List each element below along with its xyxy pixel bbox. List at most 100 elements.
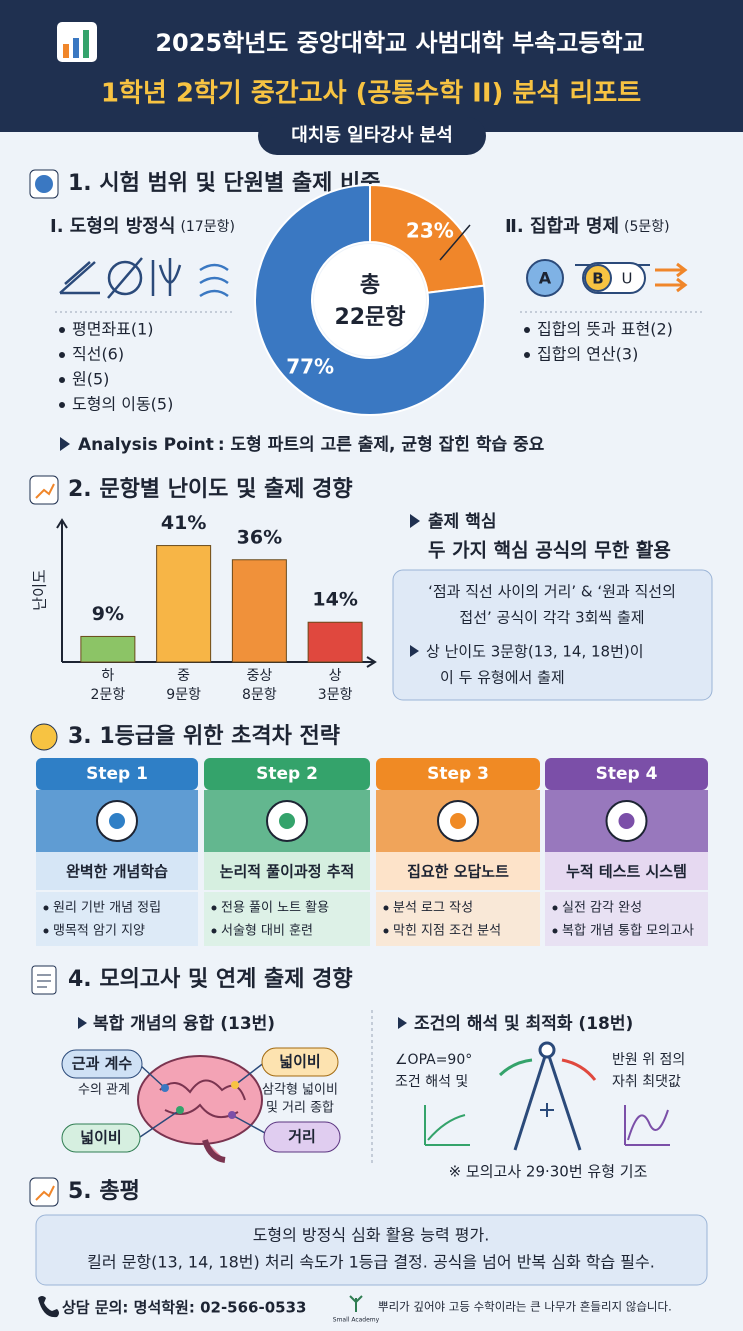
- step-title-band: [376, 852, 540, 890]
- bullet: [383, 905, 389, 911]
- unit-title-text: Ⅱ. 집합과 명제: [505, 215, 619, 237]
- arrow-marker: [78, 1017, 87, 1029]
- list-item: 직선(6): [72, 345, 124, 364]
- step-icon: [618, 813, 635, 829]
- step-label: Step 2: [256, 764, 318, 784]
- condition-note: 자취 최댓값: [612, 1074, 681, 1090]
- bullet: [524, 352, 530, 358]
- unit-title: Ⅰ. 도형의 방정식 (17문항): [50, 216, 235, 237]
- step-title: 완벽한 개념학습: [66, 863, 168, 881]
- arrow-marker: [410, 645, 419, 657]
- step-list-band: [36, 892, 198, 946]
- step-icon: [109, 813, 125, 829]
- box-line: ‘점과 직선 사이의 거리’ & ‘원과 직선의: [428, 583, 676, 601]
- title-line1: 2025학년도 중앙대학교 사범대학 부속고등학교: [155, 29, 644, 57]
- phone-icon: [38, 1296, 59, 1318]
- concept-tag: [61, 1049, 143, 1079]
- header-icon: [57, 22, 97, 62]
- core-label: 출제 핵심: [428, 512, 496, 532]
- bar-value-label: 9%: [92, 603, 124, 625]
- bullet: [43, 905, 49, 911]
- step-label: Step 3: [427, 764, 489, 784]
- list-item: 집합의 뜻과 표현(2): [537, 320, 673, 339]
- bar: [231, 559, 287, 663]
- summary-line: 킬러 문항(13, 14, 18번) 처리 속도가 1등급 결정. 공식을 넘어…: [87, 1253, 655, 1272]
- bar: [307, 621, 363, 663]
- concept-tag: [263, 1121, 341, 1153]
- core-text: 두 가지 핵심 공식의 무한 활용: [428, 540, 671, 562]
- section-heading: 4. 모의고사 및 연계 출제 경향: [68, 967, 353, 992]
- concept-tag-text: 넓이비: [80, 1129, 121, 1147]
- step-label: Step 4: [596, 764, 658, 784]
- bar-value-label: 14%: [312, 589, 357, 611]
- step-item: 분석 로그 작성: [393, 901, 473, 916]
- y-axis-label: 난이도: [31, 569, 49, 611]
- step-icon: [450, 813, 466, 829]
- contact: 상담 문의: 명석학원: 02-566-0533: [62, 1299, 306, 1317]
- x-tick-sublabel: 2문항: [91, 687, 126, 703]
- unit-title: Ⅱ. 집합과 명제 (5문항): [505, 215, 670, 237]
- slice-label: 77%: [286, 354, 334, 378]
- set-label: U: [622, 270, 633, 288]
- bullet: [211, 905, 217, 911]
- y-axis: [56, 518, 68, 662]
- bullet: [59, 377, 65, 383]
- bullet: [524, 327, 530, 333]
- section-icon: [35, 175, 53, 193]
- unit-title-text: Ⅰ. 도형의 방정식: [50, 216, 175, 237]
- list-item: 평면좌표(1): [72, 320, 154, 339]
- subtitle: 대치동 일타강사 분석: [291, 125, 453, 146]
- box-point: 이 두 유형에서 출제: [440, 669, 565, 687]
- step-item: 실전 감각 완성: [562, 901, 642, 916]
- header-band: [0, 0, 743, 132]
- donut-hole: [314, 244, 426, 356]
- concept-tag-text: 거리: [288, 1128, 316, 1146]
- list-item: 도형의 이동(5): [72, 395, 173, 414]
- sub-heading: 복합 개념의 융합 (13번): [93, 1013, 275, 1034]
- unit-list: 평면좌표(1) 직선(6) 원(5) 도형의 이동(5): [59, 320, 173, 414]
- section-icon: [30, 723, 58, 751]
- concept-note: 수의 관계: [78, 1083, 130, 1098]
- unit-count: (17문항): [180, 219, 235, 235]
- arrow-marker: [60, 437, 70, 451]
- info-box: [392, 569, 713, 701]
- step-title: 집요한 오답노트: [407, 863, 509, 881]
- step-header: [204, 758, 370, 790]
- box-point: 상 난이도 3문항(13, 14, 18번)이: [426, 643, 644, 661]
- leader-line: [439, 224, 471, 261]
- set-icon: [584, 264, 612, 292]
- subtitle-pill: [258, 117, 486, 155]
- unit-count: (5문항): [624, 219, 670, 235]
- step-item: 전용 풀이 노트 활용: [221, 901, 329, 916]
- analysis-label: Analysis Point: [78, 435, 214, 455]
- section-icon: [35, 483, 55, 499]
- section-icon: [31, 965, 57, 995]
- bar: [80, 635, 136, 663]
- step-list-band: [545, 892, 708, 946]
- section-heading: 5. 총평: [68, 1179, 140, 1204]
- x-tick-label: 중: [177, 668, 190, 684]
- bullet: [59, 352, 65, 358]
- bar: [156, 545, 212, 663]
- concept-note: 삼각형 넓이비: [262, 1083, 338, 1098]
- analysis: Analysis Point: 도형 파트의 고른 출제, 균형 잡힌 학습 중…: [78, 434, 545, 455]
- step-list-band: [376, 892, 540, 946]
- arrow-marker: [410, 514, 420, 528]
- condition-note: ∠OPA=90°: [395, 1052, 472, 1068]
- concept-tag: [61, 1123, 141, 1153]
- box-line: 접선’ 공식이 각각 3회씩 출제: [459, 609, 644, 627]
- bullet: [59, 327, 65, 333]
- step-item: 막힌 지점 조건 분석: [393, 924, 501, 939]
- section-heading: 1. 시험 범위 및 단원별 출제 비중: [68, 170, 381, 196]
- step-title-band: [36, 852, 198, 890]
- x-tick-sublabel: 3문항: [318, 687, 353, 703]
- motto: 뿌리가 깊어야 고등 수학이라는 큰 나무가 흔들리지 않습니다.: [378, 1300, 672, 1314]
- bullet: [43, 928, 49, 934]
- step-list-band: [204, 892, 370, 946]
- concept-note: 및 거리 종합: [266, 1101, 334, 1116]
- x-tick-sublabel: 9문항: [166, 687, 201, 703]
- bullet: [211, 928, 217, 934]
